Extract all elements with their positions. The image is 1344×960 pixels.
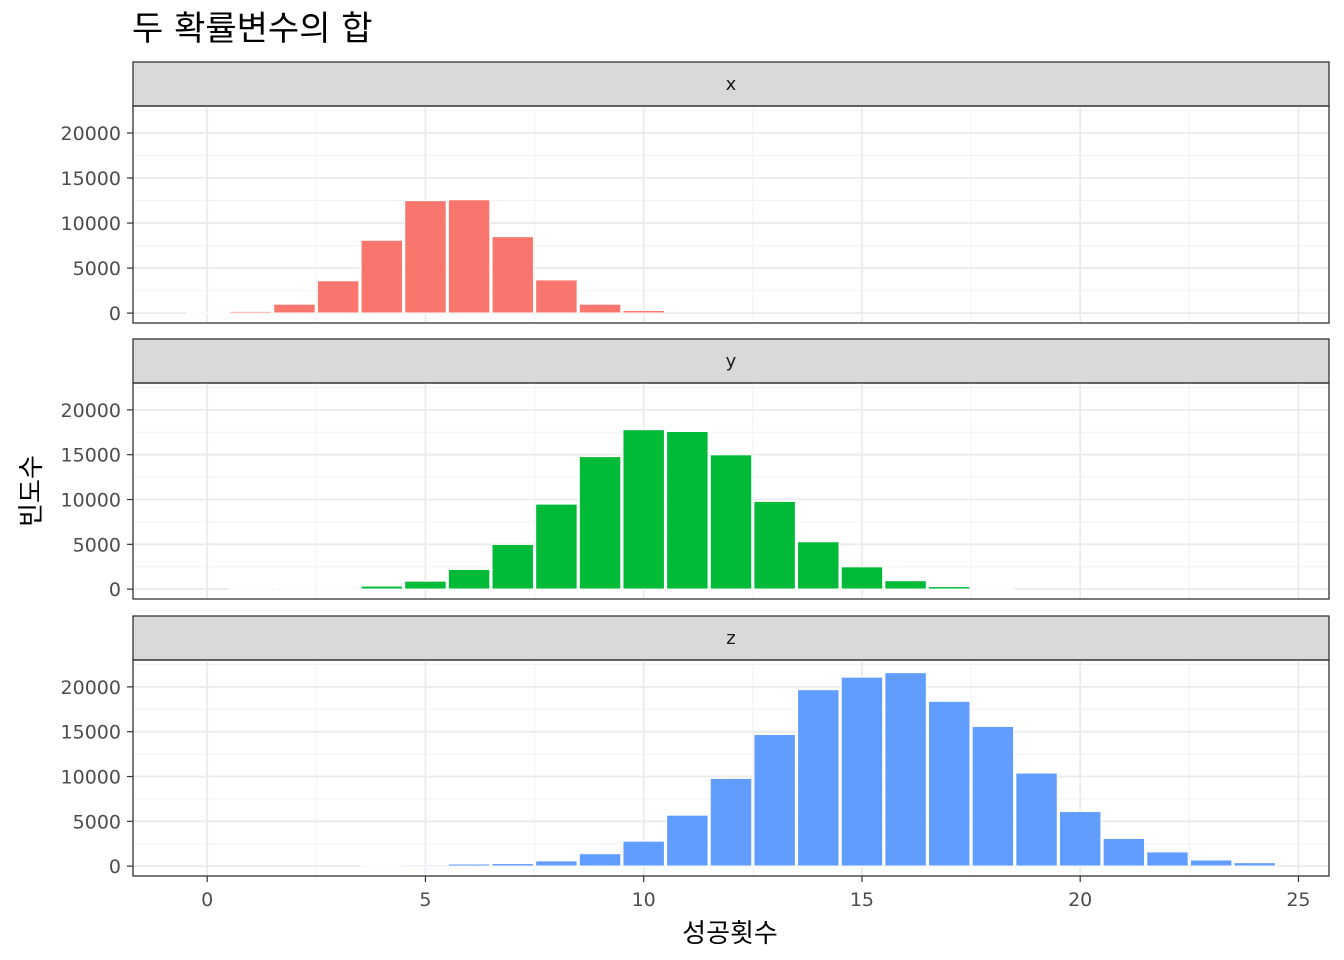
x-tick-label: 10: [632, 889, 656, 911]
histogram-bar: [665, 814, 709, 867]
chart-title: 두 확률변수의 합: [132, 9, 373, 49]
histogram-bar: [796, 541, 840, 590]
facet-panel-y: y 0 5000 10000 15000 20000: [61, 338, 1330, 601]
y-tick-label: 15000: [61, 168, 121, 190]
y-tick-label: 10000: [61, 213, 121, 235]
histogram-bar: [578, 455, 622, 590]
y-tick-label: 20000: [61, 400, 121, 422]
y-tick-label: 10000: [61, 767, 121, 789]
facet-strip: [132, 338, 1330, 384]
histogram-bar: [534, 860, 578, 867]
histogram-bar: [273, 587, 316, 590]
histogram-bar: [753, 733, 797, 867]
histogram-bar: [404, 580, 447, 590]
histogram-bar: [665, 430, 709, 590]
facet-strip-label: y: [726, 351, 737, 372]
histogram-bar: [1102, 837, 1146, 867]
histogram-bar: [316, 280, 360, 314]
panel-border: [132, 382, 1330, 600]
histogram-bar: [491, 543, 535, 590]
histogram-bar: [884, 671, 928, 867]
histogram-bar: [360, 864, 404, 867]
histogram-bar: [709, 454, 753, 590]
histogram-bar: [360, 239, 404, 314]
histogram-bar: [316, 587, 360, 590]
histogram-bar: [491, 235, 535, 314]
y-tick-label: 5000: [73, 258, 121, 280]
histogram-bar: [622, 840, 666, 867]
histogram-bar: [971, 725, 1015, 867]
histogram-bar: [185, 311, 229, 314]
y-axis-title: 빈도수: [17, 455, 47, 527]
x-tick-label: 15: [850, 889, 874, 911]
histogram-bar: [884, 580, 928, 590]
facet-strip-label: x: [726, 74, 737, 95]
histogram-bar: [1015, 772, 1058, 867]
facet-panel-x: x 0 5000 10000 15000 20000: [61, 61, 1330, 325]
y-tick-label: 5000: [73, 534, 121, 556]
x-axis: 0 5 10 15 20 25: [201, 876, 1311, 911]
histogram-bar: [447, 199, 491, 314]
histogram-bar: [534, 279, 578, 314]
histogram-bar: [840, 676, 884, 867]
histogram-bar: [447, 863, 491, 867]
y-tick-label: 0: [109, 579, 121, 601]
histogram-bar: [971, 587, 1015, 590]
y-tick-label: 5000: [73, 811, 121, 833]
y-tick-label: 0: [109, 856, 121, 878]
y-tick-label: 20000: [61, 677, 121, 699]
histogram-bar: [1233, 861, 1277, 867]
histogram-bar: [1146, 851, 1189, 867]
facet-strip: [132, 615, 1330, 661]
histogram-bar: [796, 688, 840, 867]
facet-panels: x 0 5000 10000 15000 20000 y 0 5000 10000 15000 200…: [61, 61, 1330, 878]
histogram-bar: [229, 310, 273, 314]
histogram-bar: [404, 199, 447, 314]
histogram-bar: [622, 309, 666, 314]
histogram-bar: [927, 585, 971, 590]
y-tick-label: 15000: [61, 722, 121, 744]
x-tick-label: 5: [419, 889, 431, 911]
x-tick-label: 20: [1068, 889, 1092, 911]
x-tick-label: 25: [1286, 889, 1310, 911]
histogram-bar: [927, 700, 971, 867]
y-tick-label: 10000: [61, 490, 121, 512]
facet-panel-z: z 0 5000 10000 15000 20000: [61, 615, 1330, 878]
histogram-bar: [753, 500, 797, 590]
y-tick-label: 0: [109, 303, 121, 325]
panel-border: [132, 105, 1330, 324]
histogram-bar: [709, 777, 753, 867]
histogram-bar: [622, 429, 666, 590]
y-tick-label: 20000: [61, 123, 121, 145]
histogram-bar: [360, 585, 404, 590]
histogram-bar: [273, 303, 316, 314]
x-tick-label: 0: [201, 889, 213, 911]
histogram-bar: [1189, 859, 1233, 867]
histogram-bar: [447, 568, 491, 590]
histogram-bar: [1058, 810, 1102, 867]
histogram-bar: [840, 566, 884, 590]
histogram-bar: [404, 864, 447, 867]
histogram-bar: [578, 852, 622, 867]
facet-strip: [132, 61, 1330, 107]
y-tick-label: 15000: [61, 445, 121, 467]
histogram-bar: [229, 587, 273, 590]
x-axis-title: 성공횟수: [682, 919, 778, 949]
panel-border: [132, 659, 1330, 877]
histogram-bar: [491, 862, 535, 867]
histogram-bar: [578, 303, 622, 314]
histogram-bar: [534, 503, 578, 590]
facet-strip-label: z: [726, 628, 735, 649]
